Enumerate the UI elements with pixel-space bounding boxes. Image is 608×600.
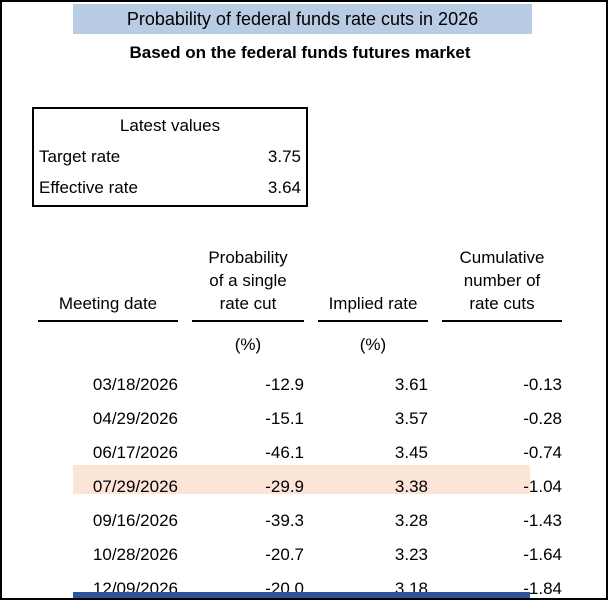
meeting-date-cell: 06/17/2026 xyxy=(92,443,178,462)
page-subtitle: Based on the federal funds futures marke… xyxy=(129,43,471,62)
page-title: Probability of federal funds rate cuts i… xyxy=(126,8,479,29)
column-header-meeting-date: Meeting date xyxy=(38,236,178,322)
implied-rate-cell: 3.38 xyxy=(394,477,428,496)
table-row[interactable]: 04/29/2026 -15.1 3.57 -0.28 xyxy=(38,402,562,436)
column-header-implied-rate: Implied rate xyxy=(318,236,428,322)
unit-probability: (%) xyxy=(234,335,262,354)
effective-rate-row: Effective rate 3.64 xyxy=(39,178,301,198)
cumulative-cell: -1.64 xyxy=(523,545,562,564)
effective-rate-value: 3.64 xyxy=(267,178,301,197)
probability-cell: -12.9 xyxy=(265,375,304,394)
rate-cuts-table: Meeting date Probability of a single rat… xyxy=(24,236,576,598)
table-row[interactable]: 09/16/2026 -39.3 3.28 -1.43 xyxy=(38,504,562,538)
table-units-row: (%) (%) xyxy=(38,322,562,368)
probability-cell: -29.9 xyxy=(265,477,304,496)
meeting-date-cell: 07/29/2026 xyxy=(92,477,178,496)
column-header-probability: Probability of a single rate cut xyxy=(192,236,304,322)
cumulative-cell: -0.13 xyxy=(523,375,562,394)
cumulative-cell: -1.43 xyxy=(523,511,562,530)
cumulative-cell: -1.04 xyxy=(523,477,562,496)
latest-values-heading: Latest values xyxy=(119,116,221,135)
latest-values-box: Latest values Target rate 3.75 Effective… xyxy=(32,107,308,207)
unit-implied-rate: (%) xyxy=(359,335,387,354)
meeting-date-cell: 09/16/2026 xyxy=(92,511,178,530)
cumulative-cell: -0.28 xyxy=(523,409,562,428)
target-rate-label: Target rate xyxy=(39,147,121,166)
cumulative-cell: -0.74 xyxy=(523,443,562,462)
implied-rate-cell: 3.23 xyxy=(394,545,428,564)
implied-rate-cell: 3.57 xyxy=(394,409,428,428)
table-row[interactable]: 03/18/2026 -12.9 3.61 -0.13 xyxy=(38,368,562,402)
next-section-bar xyxy=(73,592,530,598)
meeting-date-cell: 03/18/2026 xyxy=(92,375,178,394)
probability-cell: -39.3 xyxy=(265,511,304,530)
probability-cell: -46.1 xyxy=(265,443,304,462)
unit-meeting-date xyxy=(38,322,178,368)
cumulative-cell: -1.84 xyxy=(523,579,562,598)
table-row[interactable]: 06/17/2026 -46.1 3.45 -0.74 xyxy=(38,436,562,470)
target-rate-value: 3.75 xyxy=(267,147,301,166)
effective-rate-label: Effective rate xyxy=(39,178,138,197)
implied-rate-cell: 3.28 xyxy=(394,511,428,530)
implied-rate-cell: 3.45 xyxy=(394,443,428,462)
implied-rate-cell: 3.61 xyxy=(394,375,428,394)
unit-cumulative xyxy=(442,322,562,368)
highlighted-row-band xyxy=(73,465,530,494)
probability-cell: -20.7 xyxy=(265,545,304,564)
target-rate-row: Target rate 3.75 xyxy=(39,147,301,167)
table-header-row: Meeting date Probability of a single rat… xyxy=(38,236,562,322)
table-body: 03/18/2026 -12.9 3.61 -0.13 04/29/2026 -… xyxy=(38,368,562,598)
column-header-cumulative: Cumulative number of rate cuts xyxy=(442,236,562,322)
probability-cell: -15.1 xyxy=(265,409,304,428)
meeting-date-cell: 10/28/2026 xyxy=(92,545,178,564)
title-bar: Probability of federal funds rate cuts i… xyxy=(73,4,532,34)
meeting-date-cell: 04/29/2026 xyxy=(92,409,178,428)
table-row-highlighted[interactable]: 07/29/2026 -29.9 3.38 -1.04 xyxy=(38,470,562,504)
table-row[interactable]: 10/28/2026 -20.7 3.23 -1.64 xyxy=(38,538,562,572)
